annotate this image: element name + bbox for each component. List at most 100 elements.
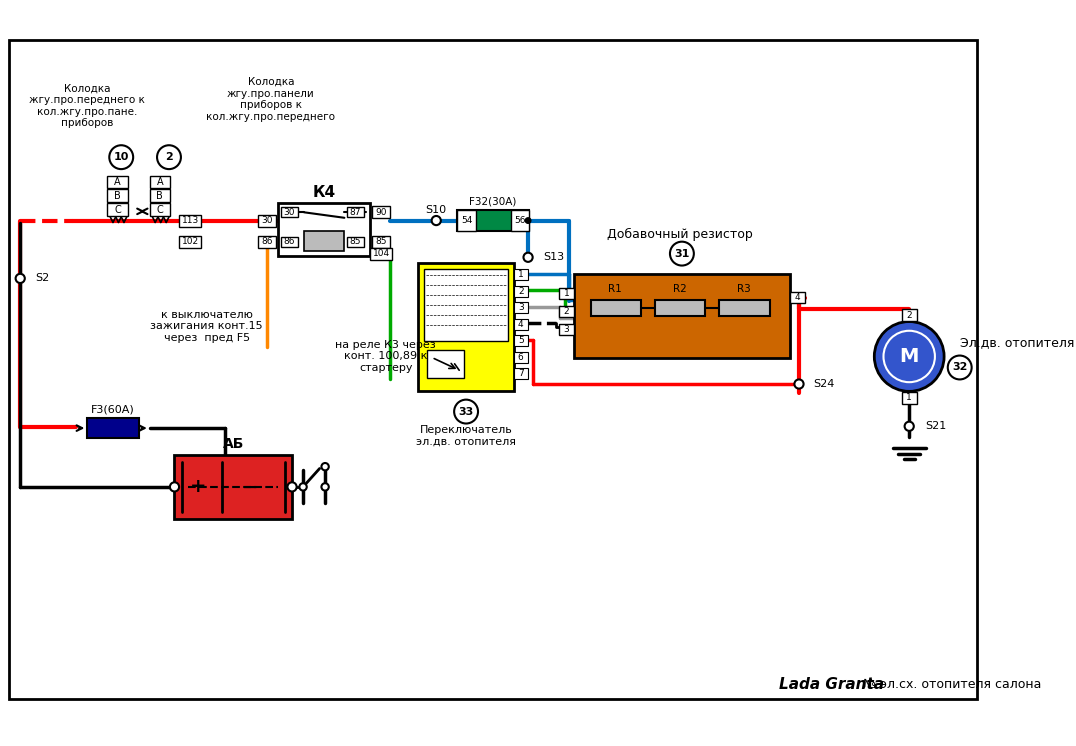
Text: Переключатель
эл.дв. отопителя: Переключатель эл.дв. отопителя <box>416 424 516 446</box>
Circle shape <box>110 145 133 169</box>
Text: 10: 10 <box>114 152 129 162</box>
Bar <box>591 300 641 316</box>
Bar <box>305 231 344 251</box>
Circle shape <box>905 421 914 431</box>
Bar <box>514 319 528 330</box>
Circle shape <box>431 216 441 225</box>
Text: № эл.сх. отопителя салона: № эл.сх. отопителя салона <box>863 678 1042 691</box>
Circle shape <box>16 274 25 283</box>
Bar <box>902 309 917 321</box>
Text: B: B <box>114 191 121 201</box>
Bar <box>514 269 528 280</box>
Bar <box>348 236 364 247</box>
Circle shape <box>157 145 181 169</box>
Text: 32: 32 <box>952 363 967 372</box>
Text: 4: 4 <box>794 293 799 302</box>
Text: F32(30А): F32(30А) <box>469 196 516 206</box>
Text: 31: 31 <box>675 248 690 259</box>
Bar <box>417 263 514 392</box>
Text: 86: 86 <box>261 237 273 246</box>
Bar <box>279 203 370 257</box>
Bar <box>372 207 391 219</box>
Bar <box>560 325 574 336</box>
Bar <box>150 203 170 216</box>
Bar <box>514 286 528 297</box>
Bar <box>108 203 128 216</box>
Text: 2: 2 <box>165 152 173 162</box>
Circle shape <box>670 242 694 266</box>
Bar <box>174 455 292 519</box>
Circle shape <box>299 483 307 491</box>
Text: S10: S10 <box>426 204 447 215</box>
Bar <box>427 350 464 377</box>
Text: 3: 3 <box>564 325 569 334</box>
Text: 2: 2 <box>518 286 524 295</box>
Circle shape <box>322 483 329 491</box>
Circle shape <box>875 322 944 392</box>
Text: на реле К3 через
конт. 100,89 к
стартеру: на реле К3 через конт. 100,89 к стартеру <box>336 340 436 373</box>
Bar <box>179 215 201 227</box>
Text: F3(60А): F3(60А) <box>91 405 134 415</box>
Text: C: C <box>156 204 164 215</box>
Text: К4: К4 <box>313 184 336 200</box>
Text: 1: 1 <box>518 270 524 279</box>
Circle shape <box>525 218 530 223</box>
Text: Колодка
жгу.про.переднего к
кол.жгу.про.пане.
приборов: Колодка жгу.про.переднего к кол.жгу.про.… <box>29 84 145 128</box>
Text: C: C <box>114 204 121 215</box>
Bar <box>457 210 529 231</box>
Text: S2: S2 <box>34 273 49 283</box>
Text: АБ: АБ <box>223 436 244 451</box>
Bar <box>574 274 790 358</box>
Text: Колодка
жгу.про.панели
приборов к
кол.жгу.про.переднего: Колодка жгу.про.панели приборов к кол.жг… <box>207 77 336 122</box>
Bar <box>514 302 528 313</box>
Text: 86: 86 <box>284 237 295 246</box>
Text: Lada Granta: Lada Granta <box>779 677 883 692</box>
Text: A: A <box>156 177 164 187</box>
Bar <box>424 269 508 341</box>
Text: 5: 5 <box>518 336 524 345</box>
Text: 6: 6 <box>518 353 524 362</box>
Bar <box>258 236 277 248</box>
Bar <box>372 236 391 248</box>
Text: 4: 4 <box>518 320 524 329</box>
Text: 3: 3 <box>518 304 524 313</box>
Bar <box>514 336 528 346</box>
Bar <box>514 352 528 363</box>
Bar <box>560 306 574 317</box>
Bar <box>87 418 139 438</box>
Text: 85: 85 <box>350 237 362 246</box>
Text: +: + <box>190 477 207 496</box>
Text: S13: S13 <box>543 252 565 263</box>
Text: 90: 90 <box>376 208 387 217</box>
Text: 87: 87 <box>350 208 362 217</box>
Text: R1: R1 <box>608 283 622 293</box>
Text: 7: 7 <box>518 369 524 378</box>
Bar <box>281 207 298 217</box>
Bar <box>560 288 574 298</box>
Circle shape <box>948 356 972 380</box>
Text: 30: 30 <box>261 216 273 225</box>
Bar <box>655 300 706 316</box>
Bar <box>514 369 528 380</box>
Text: 104: 104 <box>372 249 390 258</box>
Text: 85: 85 <box>376 237 387 246</box>
Bar <box>790 292 805 303</box>
Text: 33: 33 <box>458 407 473 416</box>
Text: R2: R2 <box>672 283 686 293</box>
Text: B: B <box>156 191 164 201</box>
Circle shape <box>794 380 804 389</box>
Bar <box>719 300 769 316</box>
Text: 30: 30 <box>284 208 295 217</box>
Text: Добавочный резистор: Добавочный резистор <box>607 228 752 241</box>
Bar <box>281 236 298 247</box>
Bar <box>370 248 392 260</box>
Bar <box>258 215 277 227</box>
Text: 2: 2 <box>906 310 912 319</box>
Circle shape <box>524 253 533 262</box>
Text: −: − <box>242 477 258 496</box>
Circle shape <box>170 482 179 492</box>
Text: R3: R3 <box>737 283 751 293</box>
Text: к выключателю
зажигания конт.15
через  пред F5: к выключателю зажигания конт.15 через пр… <box>151 310 263 342</box>
Text: 2: 2 <box>564 307 569 316</box>
Text: M: M <box>900 347 919 366</box>
